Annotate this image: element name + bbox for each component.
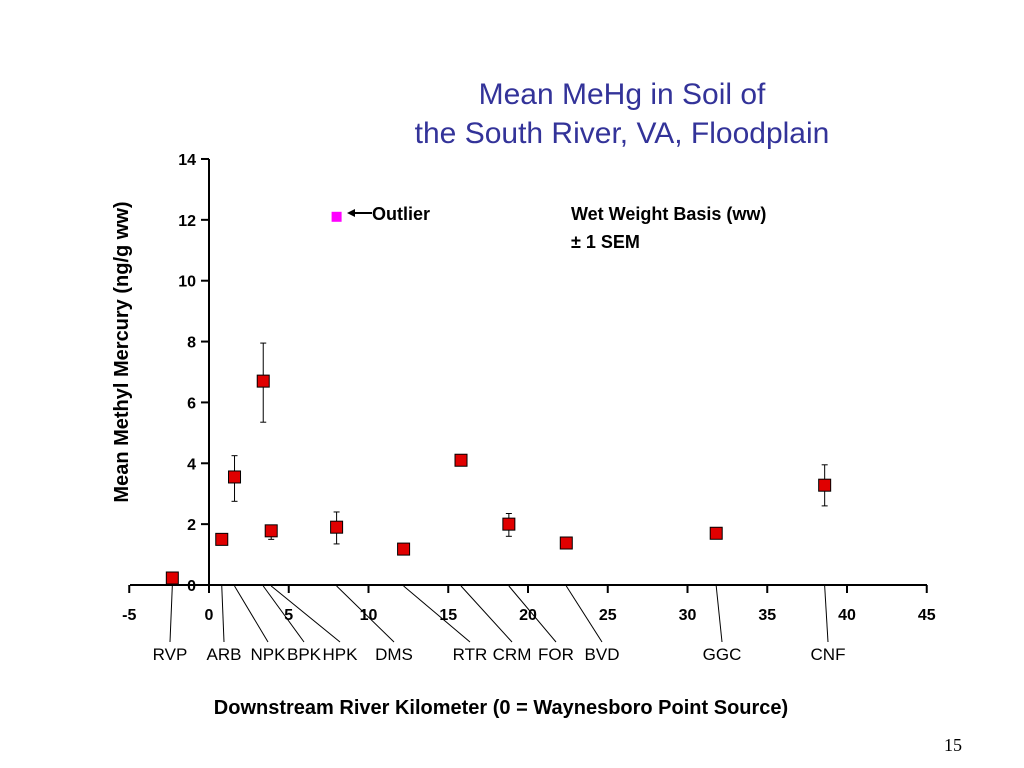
x-tick-label: 20 (519, 607, 537, 624)
y-tick-label: 8 (187, 335, 196, 352)
x-tick-label: 40 (838, 607, 856, 624)
leader-line (336, 585, 395, 643)
data-point-bpk (256, 374, 270, 388)
x-tick-label: 35 (758, 607, 776, 624)
x-tick-label: 30 (679, 607, 697, 624)
data-point-npk (228, 470, 242, 484)
site-label: FOR (538, 645, 574, 664)
outlier-point-dms (331, 211, 342, 222)
data-point-rtr (397, 542, 411, 556)
data-point-arb (215, 532, 229, 546)
leader-line (234, 585, 269, 643)
y-tick-label: 12 (178, 213, 196, 230)
leader-line (262, 585, 305, 643)
data-point-rvp (165, 571, 179, 585)
y-tick-label: 2 (187, 517, 196, 534)
sem-annotation: ± 1 SEM (571, 232, 640, 252)
leader-line (403, 585, 471, 643)
leader-line (460, 585, 513, 643)
arrow-icon (347, 209, 355, 217)
x-axis-label: Downstream River Kilometer (0 = Waynesbo… (214, 697, 788, 719)
data-point-crm (454, 453, 468, 467)
data-point-cnf (818, 478, 832, 492)
basis-annotation: Wet Weight Basis (ww) (571, 204, 766, 224)
leader-line (565, 585, 603, 643)
slide-number: 15 (944, 735, 962, 755)
y-tick-label: 6 (187, 395, 196, 412)
leader-line (508, 585, 557, 643)
y-tick-label: 4 (187, 456, 196, 473)
data-point-for (502, 517, 516, 531)
site-label: RVP (153, 645, 188, 664)
leader-line (270, 585, 341, 643)
leader-line (824, 585, 829, 643)
chart-title: Mean MeHg in Soil of (479, 78, 766, 111)
outlier-annotation: Outlier (372, 204, 430, 224)
site-label: NPK (251, 645, 287, 664)
site-label: BVD (585, 645, 620, 664)
x-tick-label: 10 (360, 607, 378, 624)
x-tick-label: 45 (918, 607, 936, 624)
x-tick-label: -5 (122, 607, 136, 624)
site-label: BPK (287, 645, 322, 664)
x-tick-label: 15 (439, 607, 457, 624)
site-label: RTR (453, 645, 488, 664)
site-label: CNF (811, 645, 846, 664)
data-point-dms (330, 520, 344, 534)
x-tick-label: 5 (284, 607, 293, 624)
y-tick-label: 14 (178, 152, 196, 169)
data-point-hpk (264, 524, 278, 538)
y-tick-label: 0 (187, 578, 196, 595)
chart-title: the South River, VA, Floodplain (415, 117, 830, 150)
y-axis-label: Mean Methyl Mercury (ng/g ww) (111, 201, 133, 502)
x-tick-label: 25 (599, 607, 617, 624)
data-point-ggc (709, 526, 723, 540)
site-label: CRM (493, 645, 532, 664)
y-tick-label: 10 (178, 274, 196, 291)
site-label: HPK (323, 645, 359, 664)
leader-line (221, 585, 225, 643)
data-point-bvd (559, 536, 573, 550)
site-label: GGC (703, 645, 742, 664)
leader-line (169, 585, 173, 643)
leader-line (715, 585, 723, 643)
x-tick-label: 0 (205, 607, 214, 624)
site-label: ARB (207, 645, 242, 664)
site-label: DMS (375, 645, 413, 664)
